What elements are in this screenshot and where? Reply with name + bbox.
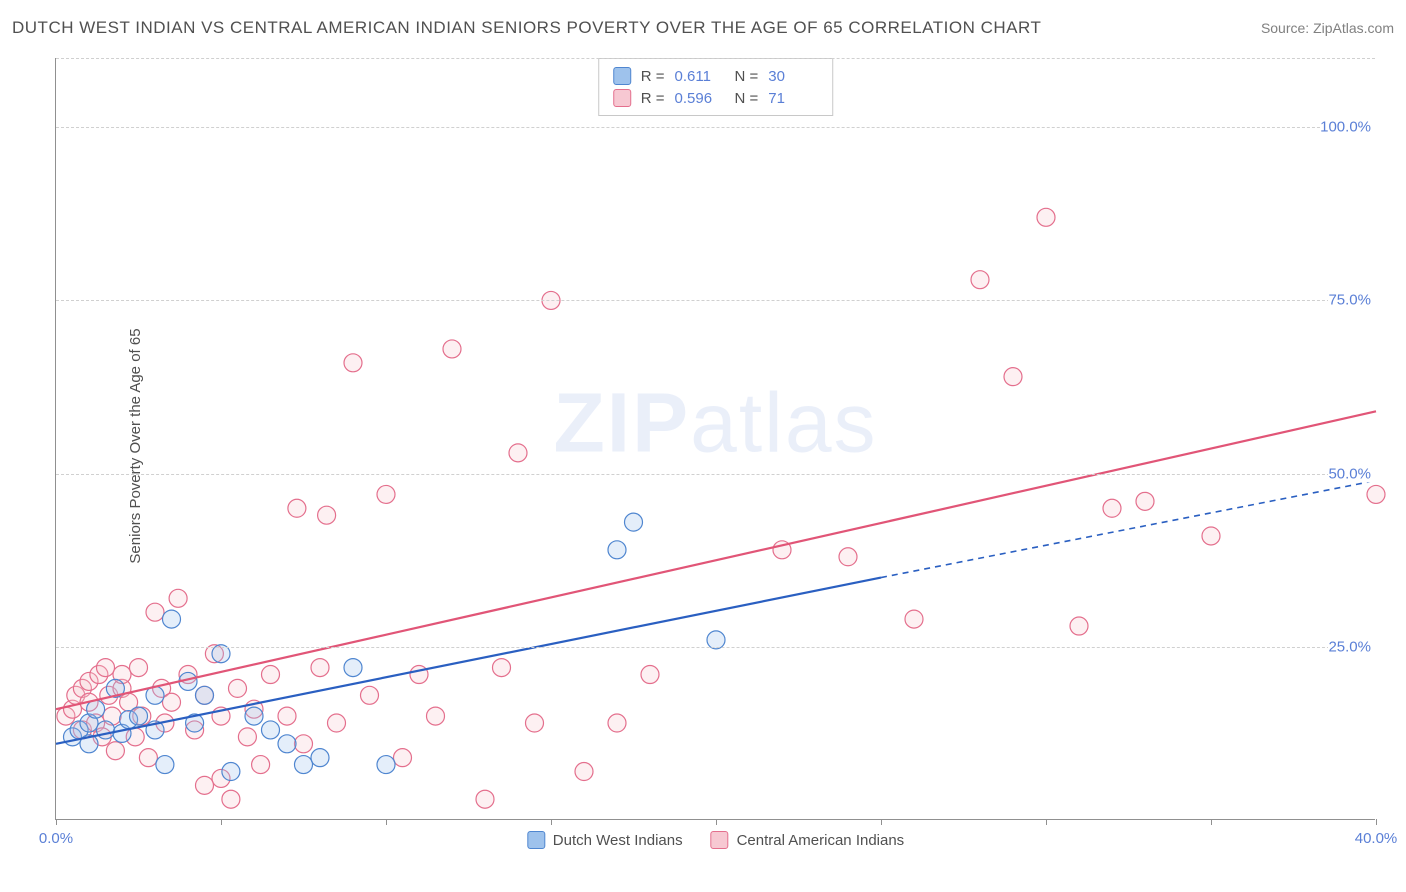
chart-container: DUTCH WEST INDIAN VS CENTRAL AMERICAN IN…	[0, 0, 1406, 892]
legend-swatch-pink	[711, 831, 729, 849]
source-name: ZipAtlas.com	[1313, 20, 1394, 36]
legend-label-pink: Central American Indians	[737, 832, 905, 849]
n-pink: 71	[768, 90, 818, 107]
x-tick-label: 40.0%	[1355, 830, 1398, 847]
r-pink: 0.596	[675, 90, 725, 107]
y-tick-label: 75.0%	[1328, 292, 1377, 309]
source-label: Source: ZipAtlas.com	[1261, 20, 1394, 36]
y-tick-label: 50.0%	[1328, 465, 1377, 482]
stats-row-pink: R = 0.596 N = 71	[613, 87, 819, 109]
stats-box: R = 0.611 N = 30 R = 0.596 N = 71	[598, 58, 834, 116]
legend-item-blue: Dutch West Indians	[527, 831, 683, 849]
swatch-blue	[613, 67, 631, 85]
n-blue: 30	[768, 68, 818, 85]
x-tick-label: 0.0%	[39, 830, 73, 847]
legend-swatch-blue	[527, 831, 545, 849]
plot-area: ZIPatlas R = 0.611 N = 30 R = 0.596 N = …	[55, 58, 1375, 820]
legend-label-blue: Dutch West Indians	[553, 832, 683, 849]
y-tick-label: 25.0%	[1328, 638, 1377, 655]
swatch-pink	[613, 89, 631, 107]
stats-row-blue: R = 0.611 N = 30	[613, 65, 819, 87]
y-tick-label: 100.0%	[1320, 119, 1377, 136]
r-blue: 0.611	[675, 68, 725, 85]
chart-title: DUTCH WEST INDIAN VS CENTRAL AMERICAN IN…	[12, 18, 1041, 38]
bottom-legend: Dutch West Indians Central American Indi…	[527, 831, 904, 849]
header: DUTCH WEST INDIAN VS CENTRAL AMERICAN IN…	[12, 18, 1394, 38]
chart-svg	[56, 58, 1375, 819]
legend-item-pink: Central American Indians	[711, 831, 905, 849]
